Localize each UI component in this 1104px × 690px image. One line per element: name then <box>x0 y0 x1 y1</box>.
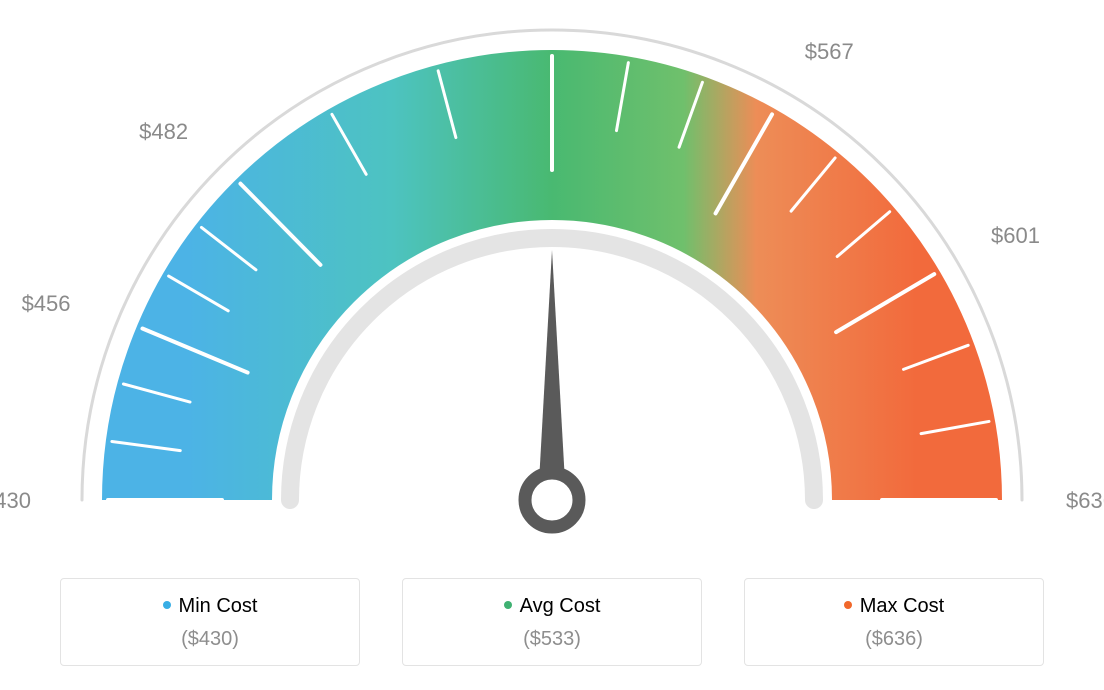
legend-label-max: Max Cost <box>860 595 944 617</box>
gauge-tick-label: $636 <box>1066 488 1104 514</box>
gauge-tick-label: $430 <box>0 488 31 514</box>
legend-value-min: ($430) <box>61 628 359 651</box>
legend-title-max: Max Cost <box>745 595 1043 618</box>
gauge-tick-label: $567 <box>805 39 854 65</box>
legend-value-max: ($636) <box>745 628 1043 651</box>
legend-card-avg: Avg Cost ($533) <box>402 578 702 666</box>
legend-dot-avg <box>504 601 512 609</box>
legend-title-min: Min Cost <box>61 595 359 618</box>
legend-card-min: Min Cost ($430) <box>60 578 360 666</box>
legend-title-avg: Avg Cost <box>403 595 701 618</box>
cost-gauge-container: $430$456$482$533$567$601$636 Min Cost ($… <box>0 0 1104 690</box>
legend-label-min: Min Cost <box>179 595 258 617</box>
gauge-tick-label: $456 <box>22 291 71 317</box>
legend-row: Min Cost ($430) Avg Cost ($533) Max Cost… <box>0 578 1104 666</box>
gauge-tick-label: $482 <box>139 119 188 145</box>
legend-label-avg: Avg Cost <box>520 595 601 617</box>
gauge-tick-label: $601 <box>991 223 1040 249</box>
legend-dot-max <box>844 601 852 609</box>
legend-value-avg: ($533) <box>403 628 701 651</box>
gauge-chart: $430$456$482$533$567$601$636 <box>0 0 1104 560</box>
legend-dot-min <box>163 601 171 609</box>
legend-card-max: Max Cost ($636) <box>744 578 1044 666</box>
gauge-svg <box>0 0 1104 560</box>
